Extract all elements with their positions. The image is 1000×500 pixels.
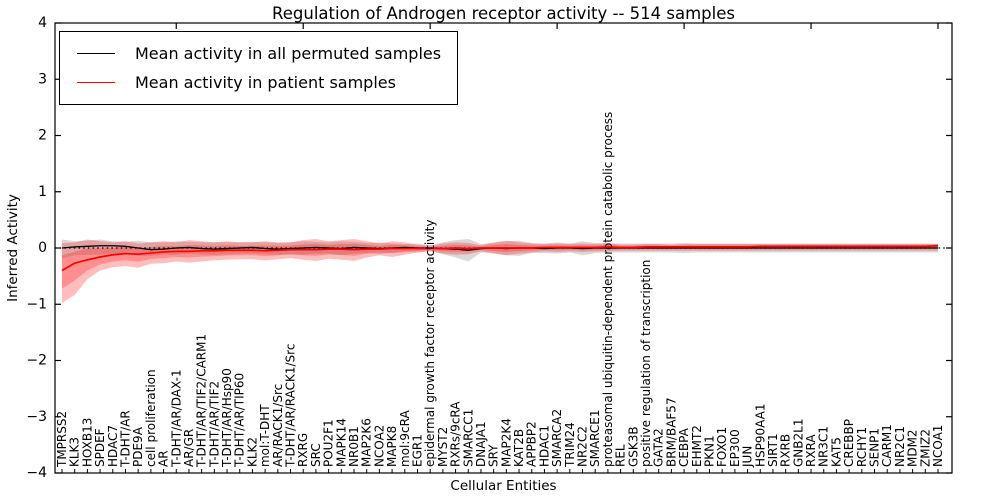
x-tick-label: RXRG [296, 433, 310, 467]
x-tick-label: FOXO1 [715, 427, 729, 467]
x-tick-label: positive regulation of transcription [639, 260, 653, 467]
x-tick-label: ZMIZ2 [918, 429, 932, 467]
y-tick-label: 4 [38, 15, 47, 31]
x-tick-label: MAP2K4 [499, 418, 513, 467]
x-tick-label: MAP2K6 [360, 418, 374, 467]
x-tick-label: NR2C1 [893, 426, 907, 467]
y-tick-label: −3 [26, 409, 47, 425]
y-tick-label: 2 [38, 128, 47, 144]
x-tick-label: APPBP2 [525, 421, 539, 467]
legend: Mean activity in all permuted samples Me… [59, 31, 459, 105]
patient-std-band-inner [62, 243, 938, 289]
x-tick-label: BRM/BAF57 [664, 397, 678, 467]
x-tick-label: cell proliferation [144, 369, 158, 467]
x-tick-label: GNB2L1 [791, 419, 805, 467]
x-tick-label: NR0B1 [347, 426, 361, 467]
legend-entry-permuted: Mean activity in all permuted samples [60, 39, 441, 68]
x-tick-label: SENP1 [868, 428, 882, 467]
x-tick-label: RXRA [804, 434, 818, 467]
x-tick-label: T-DHT/AR/TIF2 [207, 381, 221, 468]
y-axis-label: Inferred Activity [5, 194, 21, 302]
x-tick-label: REL [614, 444, 628, 467]
chart-title: Regulation of Androgen receptor activity… [272, 4, 735, 23]
y-tick-label: 0 [38, 240, 47, 256]
x-tick-label: CARM1 [880, 424, 894, 467]
y-tick-label: −4 [26, 465, 47, 481]
x-tick-label: proteasomal ubiquitin-dependent protein … [601, 112, 615, 467]
permuted-line-sample [77, 53, 115, 54]
x-tick-label: NCOA1 [931, 425, 945, 467]
x-tick-label: HDAC1 [537, 425, 551, 467]
x-tick-label: TRIM24 [563, 422, 577, 468]
x-tick-label: RXRB [779, 434, 793, 467]
x-tick-label: RCHY1 [855, 427, 869, 467]
x-tick-label: SMARCC1 [461, 409, 475, 467]
x-tick-label: epidermal growth factor receptor activit… [423, 220, 437, 467]
x-tick-label: HDAC7 [106, 425, 120, 467]
x-tick-label: POU2F1 [322, 419, 336, 467]
legend-entry-patient: Mean activity in patient samples [60, 68, 441, 97]
patient-std-band-outer [62, 239, 938, 304]
x-tick-label: mol:9cRA [398, 410, 412, 467]
x-tick-label: mol:T-DHT [258, 404, 272, 467]
x-tick-label: NR2C2 [576, 426, 590, 467]
x-tick-label: TMPRSS2 [55, 411, 69, 468]
x-tick-label: HSP90AA1 [753, 403, 767, 467]
x-tick-label: T-DHT/AR/RACK1/Src [284, 344, 298, 468]
x-tick-label: T-DHT/AR/DAX-1 [169, 369, 183, 468]
x-tick-label: KAT5 [829, 437, 843, 467]
x-tick-label: SIRT1 [766, 433, 780, 467]
x-tick-label: MAPK8 [385, 426, 399, 467]
y-tick-label: −1 [26, 296, 47, 312]
x-tick-label: AR/RACK1/Src [271, 384, 285, 467]
y-tick-label: 1 [38, 184, 47, 200]
x-tick-label: PDE9A [131, 426, 145, 467]
x-tick-label: GSK3B [626, 426, 640, 467]
x-tick-label: T-DHT/AR/Hsp90 [220, 368, 234, 468]
x-tick-label: MAPK14 [334, 418, 348, 467]
y-tick-label: −2 [26, 353, 47, 369]
x-tick-label: KLK3 [68, 437, 82, 467]
x-tick-label: NR3C1 [817, 426, 831, 467]
x-tick-label: T-DHT/AR [118, 410, 132, 468]
x-tick-label: T-DHT/AR/TIP60 [233, 373, 247, 468]
x-tick-label: AR/GR [182, 429, 196, 467]
x-tick-label: SRY [487, 444, 501, 467]
y-tick-label: 3 [38, 71, 47, 87]
x-tick-label: MDM2 [906, 429, 920, 467]
x-axis-label: Cellular Entities [450, 478, 557, 494]
x-tick-label: EHMT2 [690, 425, 704, 467]
x-tick-label: SMARCE1 [588, 409, 602, 467]
x-tick-label: CEBPA [677, 427, 691, 467]
x-tick-label: T-DHT/AR/TIF2/CARM1 [195, 334, 209, 468]
x-tick-label: DNAJA1 [474, 421, 488, 467]
patient-mean-line [61, 244, 939, 272]
x-tick-label: GATA2 [652, 428, 666, 467]
x-tick-label: KLK2 [245, 437, 259, 467]
x-tick-label: MYST2 [436, 427, 450, 467]
patient-line-sample [77, 82, 115, 83]
x-tick-label: CREBBP [842, 419, 856, 467]
x-tick-label: EP300 [728, 429, 742, 467]
x-tick-label: NCOA2 [372, 425, 386, 467]
legend-label-permuted: Mean activity in all permuted samples [135, 43, 442, 63]
x-tick-label: HOXB13 [80, 418, 94, 467]
legend-label-patient: Mean activity in patient samples [135, 72, 396, 92]
x-tick-label: JUN [741, 446, 755, 468]
permuted-std-band [62, 239, 938, 262]
x-tick-label: KAT2B [512, 429, 526, 467]
x-tick-label: SPDEF [93, 428, 107, 467]
x-tick-label: SMARCA2 [550, 409, 564, 467]
x-tick-label: EGR1 [410, 434, 424, 467]
x-tick-label: RXRs/9cRA [449, 401, 463, 467]
x-tick-label: AR [157, 450, 171, 467]
x-tick-label: SRC [309, 443, 323, 467]
x-tick-label: PKN1 [702, 435, 716, 467]
